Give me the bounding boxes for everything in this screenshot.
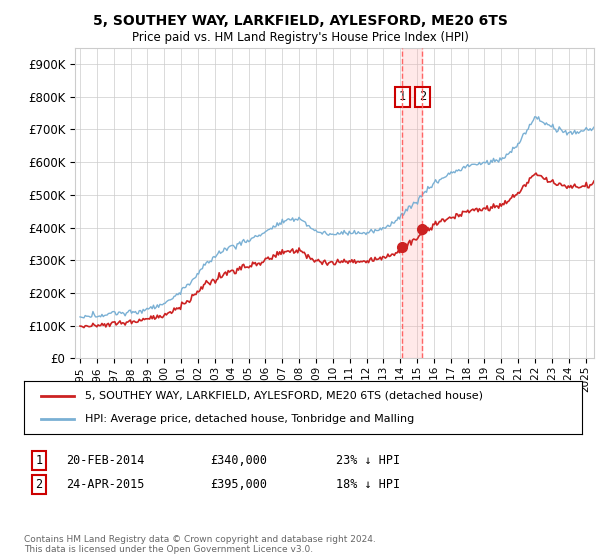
- Text: 18% ↓ HPI: 18% ↓ HPI: [336, 478, 400, 491]
- Text: £395,000: £395,000: [210, 478, 267, 491]
- Text: 1: 1: [35, 454, 43, 467]
- Text: 20-FEB-2014: 20-FEB-2014: [66, 454, 145, 467]
- Text: 23% ↓ HPI: 23% ↓ HPI: [336, 454, 400, 467]
- Text: Price paid vs. HM Land Registry's House Price Index (HPI): Price paid vs. HM Land Registry's House …: [131, 31, 469, 44]
- Text: 5, SOUTHEY WAY, LARKFIELD, AYLESFORD, ME20 6TS (detached house): 5, SOUTHEY WAY, LARKFIELD, AYLESFORD, ME…: [85, 391, 484, 401]
- Text: HPI: Average price, detached house, Tonbridge and Malling: HPI: Average price, detached house, Tonb…: [85, 414, 415, 424]
- Bar: [403, 48, 422, 358]
- Text: 5, SOUTHEY WAY, LARKFIELD, AYLESFORD, ME20 6TS: 5, SOUTHEY WAY, LARKFIELD, AYLESFORD, ME…: [92, 14, 508, 28]
- Text: 2: 2: [35, 478, 43, 491]
- Text: 2: 2: [419, 90, 426, 103]
- Text: £340,000: £340,000: [210, 454, 267, 467]
- Text: 24-APR-2015: 24-APR-2015: [66, 478, 145, 491]
- Text: Contains HM Land Registry data © Crown copyright and database right 2024.
This d: Contains HM Land Registry data © Crown c…: [24, 535, 376, 554]
- Text: 1: 1: [399, 90, 406, 103]
